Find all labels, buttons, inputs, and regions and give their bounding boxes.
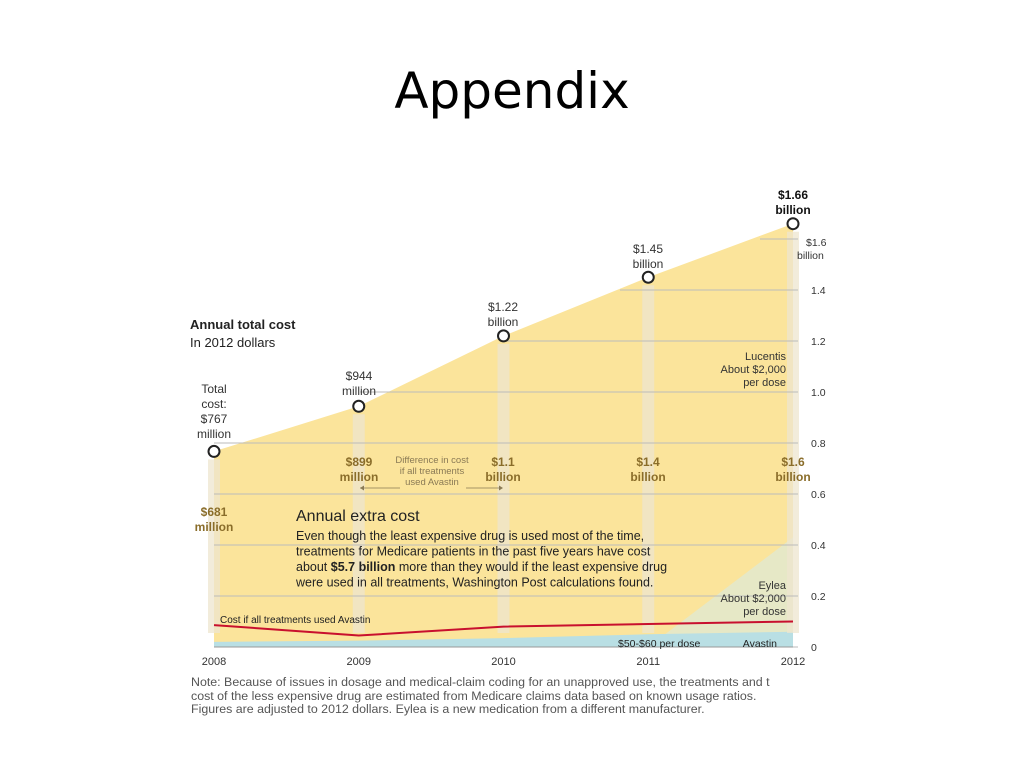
point-label: cost: xyxy=(201,397,226,411)
difference-column xyxy=(787,231,799,633)
avastin-dose-label: $50-$60 per dose xyxy=(618,638,700,650)
y-tick-label: billion xyxy=(797,250,824,262)
x-tick-label: 2010 xyxy=(491,656,515,668)
extra-cost-text: were used in all treatments, Washington … xyxy=(295,576,653,590)
extra-cost-text: $5.7 billion xyxy=(331,560,396,574)
total-cost-point xyxy=(207,444,221,458)
difference-label: billion xyxy=(630,470,665,484)
x-tick-label: 2012 xyxy=(781,656,805,668)
eylea-label: About $2,000 xyxy=(721,593,786,605)
y-tick-label: 1.0 xyxy=(811,387,826,399)
difference-label: $681 xyxy=(201,505,228,519)
point-label: $944 xyxy=(346,369,373,383)
extra-cost-text: treatments for Medicare patients in the … xyxy=(296,545,651,559)
lucentis-label: About $2,000 xyxy=(721,364,786,376)
avastin-name-label: Avastin xyxy=(743,638,777,650)
y-tick-label: 0.4 xyxy=(811,540,826,552)
extra-cost-text: more than they would if the least expens… xyxy=(395,560,667,574)
point-label: billion xyxy=(488,315,519,329)
point-label: $1.22 xyxy=(488,300,518,314)
eylea-label: per dose xyxy=(743,606,786,618)
total-cost-point xyxy=(497,329,510,343)
y-tick-label: $1.6 xyxy=(806,237,827,249)
arrow-head xyxy=(360,485,364,491)
difference-label: $1.6 xyxy=(781,455,805,469)
total-cost-point xyxy=(352,399,366,413)
point-label: Total xyxy=(201,382,226,396)
difference-column xyxy=(642,285,655,633)
difference-column xyxy=(497,343,510,633)
x-tick-label: 2009 xyxy=(347,656,371,668)
chart-title: Annual total cost xyxy=(190,317,296,332)
total-cost-point xyxy=(641,270,655,284)
y-tick-label: 0.2 xyxy=(811,591,826,603)
extra-cost-line: about $5.7 billion more than they would … xyxy=(296,560,667,574)
difference-label: billion xyxy=(485,470,520,484)
eylea-area xyxy=(648,537,793,647)
footnote-line: cost of the less expensive drug are esti… xyxy=(191,688,757,703)
slide-title: Appendix xyxy=(394,62,630,120)
extra-cost-line: Even though the least expensive drug is … xyxy=(296,529,644,543)
difference-note: Difference in cost xyxy=(395,455,469,466)
chart-subtitle: In 2012 dollars xyxy=(190,335,276,350)
difference-label: $1.1 xyxy=(491,455,515,469)
point-label: million xyxy=(342,384,376,398)
point-label: million xyxy=(197,427,231,441)
avastin-area xyxy=(214,631,793,647)
difference-label: $899 xyxy=(346,455,373,469)
difference-column xyxy=(352,414,365,633)
arrow-head xyxy=(499,485,503,491)
difference-label: million xyxy=(340,470,379,484)
lucentis-label: Lucentis xyxy=(745,351,786,363)
extra-cost-line: were used in all treatments, Washington … xyxy=(295,576,653,590)
point-label: billion xyxy=(633,257,664,271)
difference-note: if all treatments xyxy=(400,466,465,477)
x-tick-label: 2011 xyxy=(636,656,660,668)
extra-cost-line: treatments for Medicare patients in the … xyxy=(296,545,651,559)
point-label: $1.45 xyxy=(633,242,663,256)
difference-note: used Avastin xyxy=(405,477,459,488)
total-cost-point xyxy=(786,217,800,231)
difference-label: million xyxy=(195,520,234,534)
extra-cost-title: Annual extra cost xyxy=(296,508,420,525)
y-tick-label: 1.2 xyxy=(811,336,826,348)
point-label: $767 xyxy=(201,412,228,426)
y-tick-label: 0 xyxy=(811,642,817,654)
eylea-label: Eylea xyxy=(758,580,786,592)
avastin-cost-line xyxy=(213,620,794,637)
x-tick-label: 2008 xyxy=(202,656,226,668)
lucentis-label: per dose xyxy=(743,377,786,389)
difference-label: billion xyxy=(775,470,810,484)
point-label: billion xyxy=(775,203,810,217)
point-label: $1.66 xyxy=(778,188,808,202)
extra-cost-text: about xyxy=(296,560,331,574)
extra-cost-text: Even though the least expensive drug is … xyxy=(296,529,644,543)
y-tick-label: 0.6 xyxy=(811,489,826,501)
footnote-line: Note: Because of issues in dosage and me… xyxy=(191,676,770,689)
chart-footnote: Note: Because of issues in dosage and me… xyxy=(191,676,837,720)
avastin-line-label: Cost if all treatments used Avastin xyxy=(220,615,370,626)
difference-column xyxy=(208,459,220,633)
y-tick-label: 0.8 xyxy=(811,438,826,450)
y-tick-label: 1.4 xyxy=(811,285,826,297)
footnote-line: Figures are adjusted to 2012 dollars. Ey… xyxy=(191,702,705,717)
difference-label: $1.4 xyxy=(636,455,660,469)
